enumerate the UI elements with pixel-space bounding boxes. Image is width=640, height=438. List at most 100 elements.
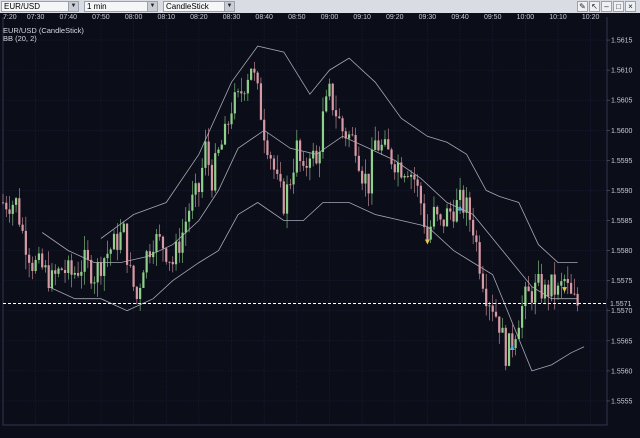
candle-body	[276, 169, 279, 174]
symbol-select[interactable]: EUR/USD ▼	[1, 1, 79, 12]
y-tick-label: 1.5580	[611, 248, 633, 255]
candle-body	[491, 305, 494, 312]
candle-body	[171, 261, 174, 265]
candle	[204, 129, 207, 176]
candle	[24, 216, 27, 270]
symbol-select-value: EUR/USD	[4, 2, 41, 11]
candle-body	[472, 219, 475, 236]
candle	[243, 90, 246, 101]
candle	[488, 301, 491, 321]
x-tick-label: 07:40	[60, 14, 78, 21]
candle	[1, 194, 5, 205]
chart-type-select[interactable]: CandleStick ▼	[163, 1, 235, 12]
candle	[390, 147, 393, 170]
candle-body	[99, 262, 103, 276]
candle	[158, 224, 161, 241]
candle-body	[514, 339, 517, 349]
candle-body	[67, 260, 70, 273]
candle	[305, 157, 308, 177]
candle-body	[142, 272, 145, 288]
candle-body	[334, 110, 338, 117]
candle-body	[253, 68, 256, 73]
candle	[478, 235, 481, 280]
candle-body	[34, 259, 37, 272]
candle	[269, 151, 272, 170]
candle	[142, 269, 145, 288]
chart-toolbar: EUR/USD ▼ 1 min ▼ CandleStick ▼ ✎ ↖ – □ …	[0, 0, 640, 14]
candle-body	[426, 227, 429, 240]
candle	[465, 187, 468, 226]
candle-body	[44, 265, 47, 268]
candle-body	[321, 111, 325, 153]
candle-body	[272, 158, 276, 170]
candle	[8, 196, 11, 223]
candle-body	[527, 286, 530, 292]
candle	[393, 160, 396, 180]
close-icon[interactable]: ×	[625, 1, 636, 12]
candle-body	[28, 254, 31, 263]
candle-body	[266, 140, 269, 156]
candle	[139, 283, 142, 311]
x-tick-label: 09:30	[419, 14, 437, 21]
candle	[171, 256, 174, 273]
candle	[276, 155, 279, 180]
interval-select[interactable]: 1 min ▼	[84, 1, 158, 12]
candle	[125, 223, 129, 273]
y-tick-label: 1.5600	[611, 128, 633, 135]
chart-title: EUR/USD (CandleStick)	[3, 26, 84, 35]
x-tick-label: 7:20	[3, 14, 17, 21]
candle	[132, 264, 135, 292]
candle-body	[318, 152, 321, 164]
candle	[253, 61, 256, 81]
chevron-down-icon: ▼	[147, 2, 157, 11]
candle	[217, 147, 220, 157]
restore-icon[interactable]: □	[613, 1, 624, 12]
x-tick-label: 08:30	[223, 14, 241, 21]
candle-body	[442, 219, 445, 227]
candle	[263, 108, 266, 154]
candle	[537, 260, 540, 287]
candle-body	[344, 131, 347, 139]
candle-body	[537, 273, 540, 283]
candle-body	[550, 274, 553, 297]
candle	[419, 181, 423, 216]
candle	[308, 152, 311, 181]
candle-body	[60, 268, 63, 270]
candle	[521, 295, 524, 339]
candle	[432, 196, 436, 230]
candle-body	[566, 278, 569, 283]
candle	[302, 151, 305, 171]
candle-body	[73, 272, 76, 275]
candle	[347, 131, 351, 148]
candle	[406, 171, 409, 179]
candle-body	[174, 241, 178, 265]
y-tick-label: 1.5585	[611, 218, 633, 225]
candle	[403, 173, 406, 183]
cursor-icon[interactable]: ↖	[589, 1, 600, 12]
candle-body	[116, 233, 119, 250]
y-tick-label: 1.5555	[611, 398, 633, 405]
candle	[266, 132, 269, 160]
pencil-icon[interactable]: ✎	[577, 1, 588, 12]
candle	[93, 276, 96, 294]
candle-body	[184, 221, 187, 233]
candle	[37, 246, 41, 264]
candle-body	[573, 293, 576, 295]
candle-body	[501, 327, 504, 333]
candle	[112, 229, 116, 250]
candle-body	[449, 208, 452, 212]
candle-body	[380, 144, 383, 151]
candle	[439, 213, 442, 226]
candle	[70, 253, 73, 288]
candle-body	[452, 211, 455, 222]
candle-body	[148, 251, 152, 258]
candle-body	[70, 260, 73, 275]
candle-body	[403, 176, 406, 178]
interval-select-value: 1 min	[87, 2, 107, 11]
candle	[292, 158, 295, 194]
candle-body	[517, 327, 520, 340]
candle-body	[494, 311, 498, 317]
minimize-icon[interactable]: –	[601, 1, 612, 12]
candle-body	[504, 327, 507, 366]
candle	[400, 157, 403, 179]
